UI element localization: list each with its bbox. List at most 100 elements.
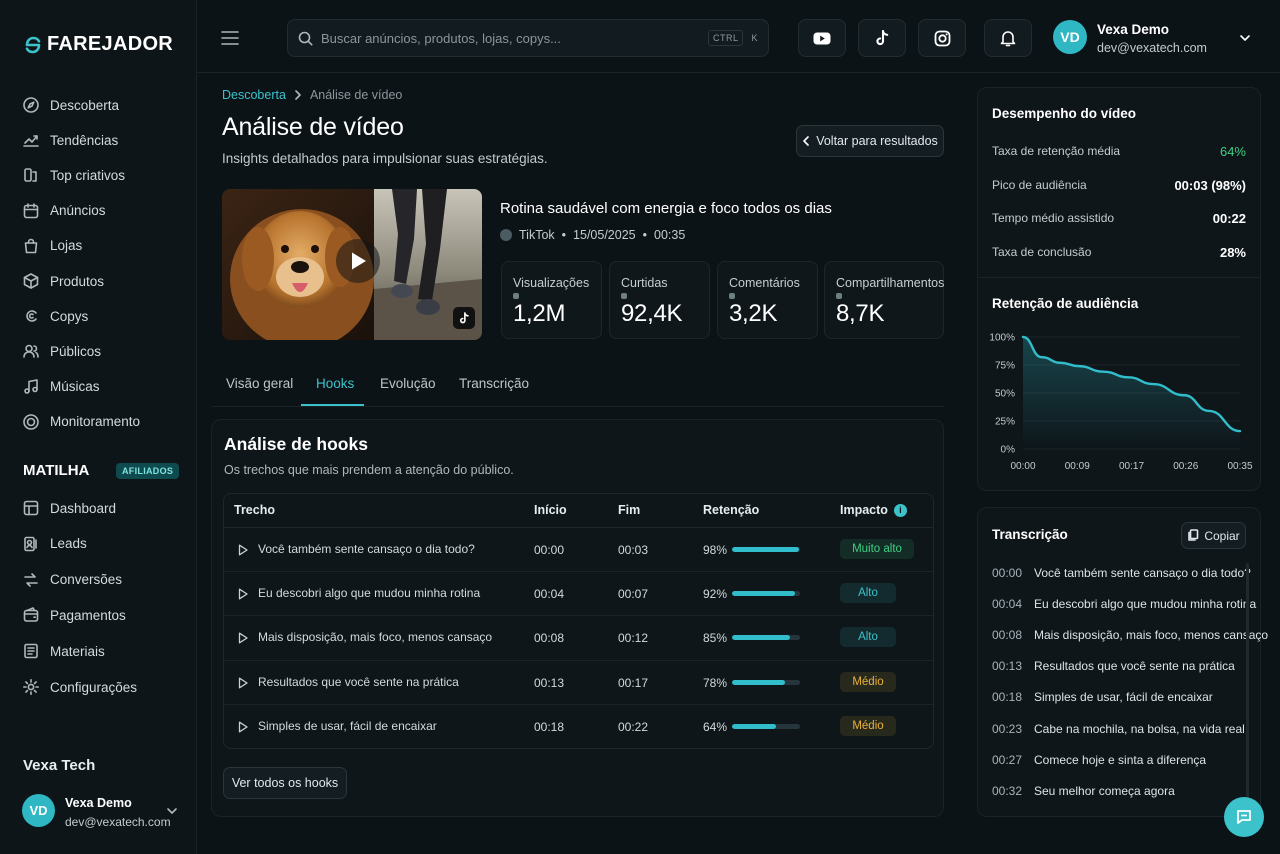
- sidebar-item-configuracoes[interactable]: Configurações: [22, 674, 182, 700]
- sidebar-item-label: Músicas: [50, 379, 100, 395]
- sidebar-item-label: Anúncios: [50, 203, 106, 219]
- hook-retention-value: 64%: [703, 719, 728, 734]
- play-icon[interactable]: [238, 588, 248, 600]
- tab-evolucao[interactable]: Evolução: [380, 376, 436, 391]
- video-thumbnail[interactable]: [222, 189, 482, 340]
- topbar-user-menu[interactable]: VD Vexa Demo dev@vexatech.com: [1053, 19, 1258, 57]
- table-row[interactable]: Eu descobri algo que mudou minha rotina 0…: [224, 571, 933, 615]
- tab-transcricao[interactable]: Transcrição: [459, 376, 530, 391]
- table-row[interactable]: Resultados que você sente na prática 00:1…: [224, 659, 933, 704]
- transcript-timestamp[interactable]: 00:08: [992, 628, 1023, 643]
- menu-icon[interactable]: [221, 30, 239, 46]
- play-icon[interactable]: [238, 544, 248, 556]
- transcript-text: Resultados que você sente na prática: [1034, 659, 1235, 674]
- play-icon[interactable]: [238, 721, 248, 733]
- compass-icon: [23, 97, 39, 113]
- hooks-table: [223, 493, 934, 749]
- chat-support-button[interactable]: [1224, 797, 1264, 837]
- table-row[interactable]: Você também sente cansaço o dia todo? 00:…: [224, 527, 933, 571]
- transcript-text: Cabe na mochila, na bolsa, na vida real: [1034, 721, 1245, 736]
- sidebar-item-publicos[interactable]: Públicos: [22, 338, 182, 364]
- sidebar-item-tendencias[interactable]: Tendências: [22, 127, 182, 153]
- transcript-timestamp[interactable]: 00:04: [992, 597, 1023, 612]
- metric-value: 28%: [1219, 244, 1246, 260]
- sidebar-user-email: dev@vexatech.com: [65, 815, 171, 829]
- play-button[interactable]: [336, 239, 380, 283]
- see-all-hooks-label: Ver todos os hooks: [231, 776, 339, 790]
- play-icon[interactable]: [238, 632, 248, 644]
- back-to-results-button[interactable]: Voltar para resultados: [796, 125, 944, 157]
- transcript-text: Seu melhor começa agora: [1034, 783, 1175, 798]
- transcript-timestamp[interactable]: 00:18: [992, 690, 1023, 705]
- breadcrumb-current: Análise de vídeo: [309, 88, 403, 102]
- sidebar-item-label: Públicos: [50, 343, 102, 359]
- brand-logo[interactable]: FAREJADOR: [24, 33, 173, 56]
- copy-transcript-button[interactable]: Copiar: [1181, 522, 1246, 549]
- transcript-timestamp[interactable]: 00:32: [992, 783, 1023, 798]
- video-meta: TikTok • 15/05/2025 • 00:35: [500, 228, 685, 242]
- sidebar-item-label: Descoberta: [50, 97, 120, 113]
- retention-line: [1021, 335, 1242, 433]
- stat-trend-icon: [621, 293, 627, 299]
- hook-retention-value: 78%: [703, 675, 728, 690]
- transcript-timestamp[interactable]: 00:13: [992, 659, 1023, 674]
- table-row[interactable]: Simples de usar, fácil de encaixar 00:18 0…: [224, 703, 933, 748]
- sidebar-item-musicas[interactable]: Músicas: [22, 374, 182, 400]
- transcript-title: Transcrição: [992, 527, 1068, 542]
- hooks-panel: [211, 419, 944, 817]
- breadcrumb-parent-link[interactable]: Descoberta: [222, 88, 286, 102]
- tab-hooks[interactable]: Hooks: [316, 376, 355, 391]
- sidebar-item-materiais[interactable]: Materiais: [22, 638, 182, 664]
- transcript-scrollbar[interactable]: [1246, 563, 1249, 803]
- tiktok-button[interactable]: [858, 19, 906, 57]
- hook-retention-value: 98%: [703, 543, 728, 557]
- sidebar-item-copys[interactable]: Copys: [22, 303, 182, 329]
- sidebar-item-lojas[interactable]: Lojas: [22, 233, 182, 259]
- sidebar-item-leads[interactable]: Leads: [22, 531, 182, 557]
- sidebar-item-dashboard[interactable]: Dashboard: [22, 495, 182, 521]
- transcript-panel: [977, 507, 1261, 817]
- play-icon[interactable]: [238, 677, 248, 689]
- topbar-avatar: VD: [1053, 20, 1087, 54]
- instagram-button[interactable]: [918, 19, 966, 57]
- sidebar-item-produtos[interactable]: Produtos: [22, 268, 182, 294]
- info-icon[interactable]: i: [893, 503, 907, 517]
- video-duration: 00:35: [654, 228, 686, 242]
- chevron-right-icon: [295, 90, 301, 100]
- stat-value: 92,4K: [621, 300, 683, 327]
- x-tick-label: 00:09: [1065, 461, 1090, 472]
- affiliates-badge: AFILIADOS: [116, 463, 180, 479]
- chat-icon: [1237, 810, 1251, 824]
- see-all-hooks-button[interactable]: Ver todos os hooks: [223, 767, 347, 799]
- transcript-timestamp[interactable]: 00:27: [992, 752, 1023, 767]
- hook-start: 00:08: [534, 631, 565, 646]
- transcript-text: Você também sente cansaço o dia todo?: [1034, 566, 1251, 580]
- topbar-user-name: Vexa Demo: [1097, 22, 1170, 37]
- sidebar-item-descoberta[interactable]: Descoberta: [22, 92, 182, 118]
- sidebar-item-pagamentos[interactable]: Pagamentos: [22, 602, 182, 628]
- youtube-button[interactable]: [798, 19, 846, 57]
- search-input[interactable]: [321, 30, 700, 46]
- shopping-bag-icon: [24, 238, 38, 254]
- search-bar[interactable]: CTRL K: [287, 19, 769, 57]
- sidebar-user-card[interactable]: VD Vexa Demo dev@vexatech.com: [22, 794, 182, 830]
- sidebar-item-top-criativos[interactable]: Top criativos: [22, 162, 182, 188]
- metric-value: 64%: [1219, 144, 1246, 159]
- transcript-timestamp[interactable]: 00:23: [992, 721, 1023, 736]
- shortcut-ctrl: CTRL: [707, 30, 744, 46]
- transcript-timestamp[interactable]: 00:00: [992, 566, 1023, 580]
- video-platform: TikTok: [519, 228, 555, 242]
- notifications-button[interactable]: [984, 19, 1032, 57]
- tab-visao-geral[interactable]: Visão geral: [226, 376, 294, 391]
- materials-icon: [24, 643, 38, 659]
- sidebar-item-monitoramento[interactable]: Monitoramento: [22, 409, 182, 435]
- impact-header-label: Impacto: [840, 503, 888, 517]
- sidebar-item-conversoes[interactable]: Conversões: [22, 567, 182, 593]
- table-row[interactable]: Mais disposição, mais foco, menos cansaç…: [224, 615, 933, 659]
- sidebar-item-anuncios[interactable]: Anúncios: [22, 198, 182, 224]
- wallet-icon: [23, 607, 39, 623]
- play-icon: [352, 252, 366, 270]
- sidebar-item-label: Tendências: [50, 132, 119, 148]
- tiktok-icon: [875, 29, 888, 45]
- sidebar-item-label: Top criativos: [50, 167, 126, 183]
